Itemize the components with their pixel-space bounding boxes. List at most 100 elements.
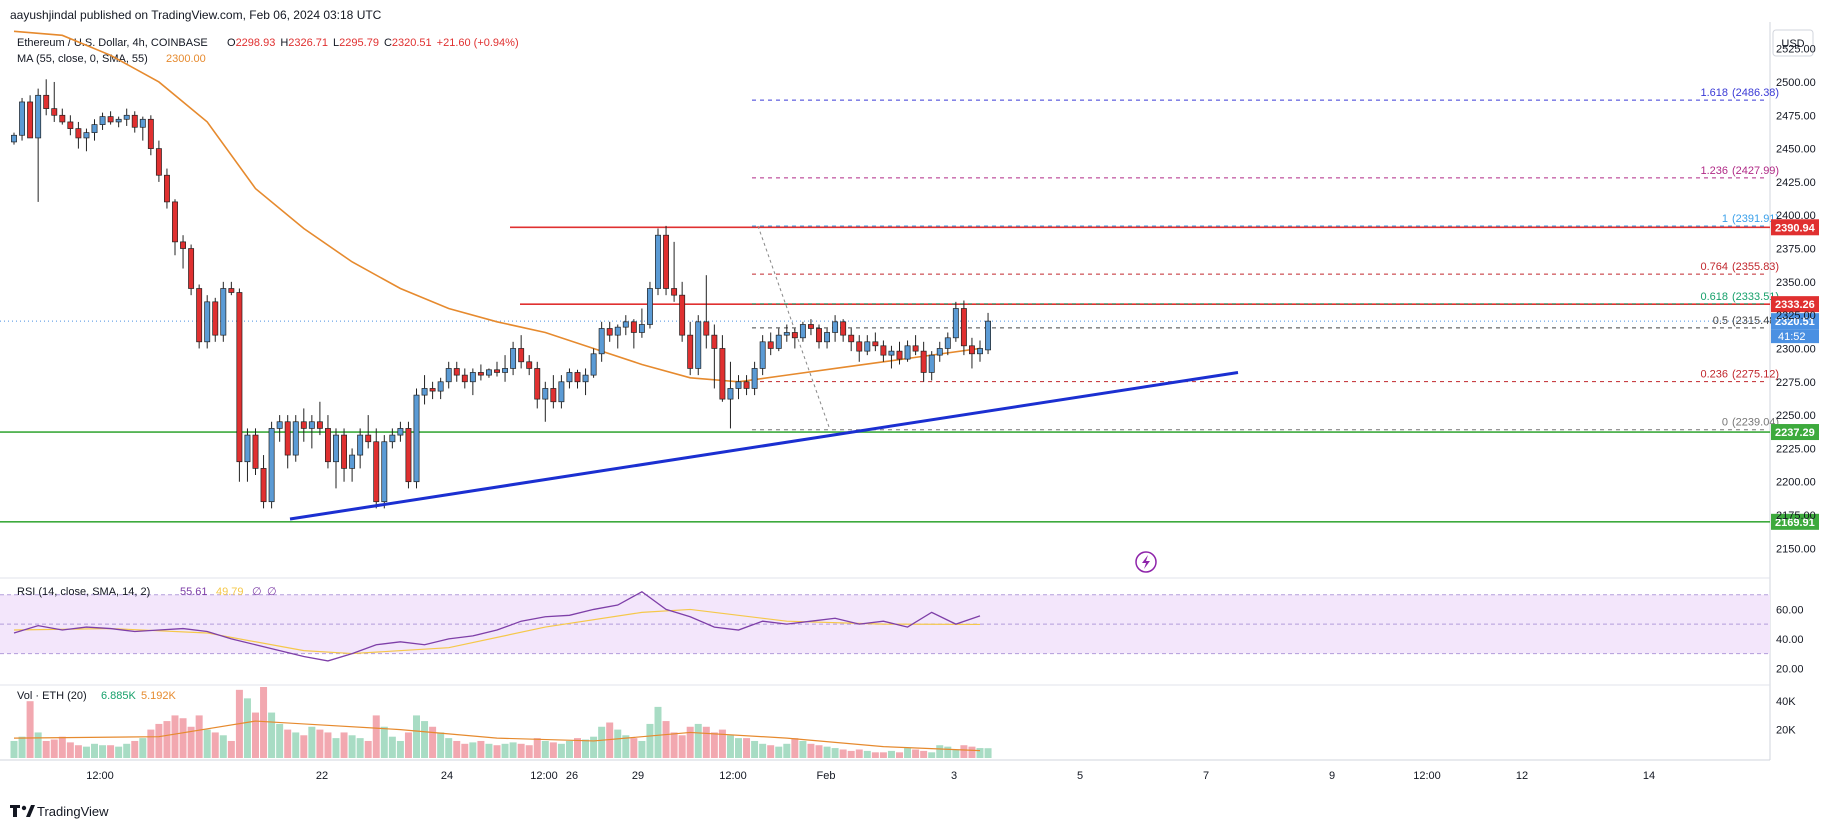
volume-bar [99,745,107,758]
candle-body [735,381,742,389]
volume-bar [751,740,759,758]
candle-body [172,201,178,243]
candle-body [783,332,790,336]
volume-bar [115,746,123,758]
volume-bar [823,746,831,758]
volume-bar [123,743,131,758]
rsi-label: RSI (14, close, SMA, 14, 2) [17,586,150,598]
volume-bar [726,735,734,758]
volume-bar [18,736,26,758]
lightning-icon[interactable] [1135,551,1157,573]
volume-bar [815,745,823,758]
volume-ma-line [13,720,981,752]
candle-body [582,374,589,383]
volume-bar [437,732,445,758]
candle-body [767,341,774,349]
candle-body [622,321,629,328]
candle-body [566,372,573,383]
volume-bar [549,742,557,758]
candle-body [268,428,275,503]
time-tick-label: 12:00 [530,770,558,782]
candle-body [123,114,130,120]
volume-bar [630,738,638,758]
candle-body [333,434,339,463]
volume-bar [276,723,284,758]
time-tick-label: 7 [1203,770,1209,782]
candle-body [510,348,517,369]
volume-bar [517,743,525,758]
currency-label: USD [1781,38,1804,50]
volume-bar [66,742,74,758]
candle-body [727,388,734,400]
volume-bar [421,721,429,758]
volume-bar [686,726,694,758]
candle-body [791,332,798,339]
rsi-ma-value: 49.79 [216,586,244,598]
volume-bar [316,729,324,758]
candle-body [824,332,831,343]
volume-bar [614,729,622,758]
fib-level-ratio: 1.618 [1700,87,1728,99]
countdown-label: 41:52 [1778,331,1806,343]
price-tag-label: 2320.51 [1775,316,1815,328]
price-tag-label: 2390.94 [1775,222,1816,234]
volume-bar [920,750,928,758]
price-tag [1771,296,1819,313]
volume-bar [791,738,799,758]
volume-bar [163,721,171,758]
price-tag-label: 2333.26 [1775,299,1815,311]
candle-body [775,334,782,349]
volume-bar [252,712,259,758]
price-pane[interactable]: 1.618 (2486.38) 1.236 (2427.99) 1 (2391.91) 0.… [0,30,1819,530]
volume-bar [58,736,66,758]
rsi-pane[interactable]: 60.00 40.00 20.00 [0,591,1804,676]
candle-body [574,372,581,383]
candle-body [695,321,702,369]
fib-level-value: (2315.48) [1732,315,1779,327]
countdown-tag [1771,329,1819,344]
volume-pane[interactable]: 40K 20K [10,687,1797,758]
volume-bar [509,742,517,758]
volume-bar [34,732,42,758]
logo-mark-dot [21,805,27,811]
candle-body [848,334,855,343]
volume-bar [775,746,783,758]
time-tick-label: 12:00 [86,770,114,782]
time-tick-label: 12:00 [1413,770,1441,782]
volume-bar [171,715,179,758]
price-tick-label: 2200.00 [1776,477,1816,489]
candle-body [671,288,678,296]
volume-bar [936,745,944,758]
close-label: C [384,37,392,49]
volume-bar [380,726,388,758]
candle-body [51,108,58,116]
candle-body [944,337,951,349]
candle-body [300,421,307,429]
candle-body [807,324,814,329]
volume-bar [74,745,82,758]
volume-bar [413,715,420,758]
candle-body [19,101,26,136]
price-tick-label: 2400.00 [1776,210,1816,222]
volume-bar [404,732,412,758]
currency-badge[interactable] [1772,29,1814,57]
candle-body [518,348,525,363]
volume-bar [300,735,308,758]
candle-body [349,454,356,469]
fib-level-ratio: 1.236 [1700,165,1728,177]
volume-bar [260,687,268,758]
candle-body [502,368,509,373]
price-tick-label: 2300.00 [1776,343,1816,355]
volume-bar [646,723,654,758]
vol-label: Vol · ETH (20) [17,690,87,702]
volume-bar [912,749,920,758]
volume-bar [984,748,992,758]
volume-bar [292,732,300,758]
candle-body [719,348,726,400]
volume-bar [211,732,219,758]
candle-body [952,308,959,339]
volume-bar [702,726,710,758]
volume-bar [139,738,147,758]
volume-bar [541,740,549,758]
